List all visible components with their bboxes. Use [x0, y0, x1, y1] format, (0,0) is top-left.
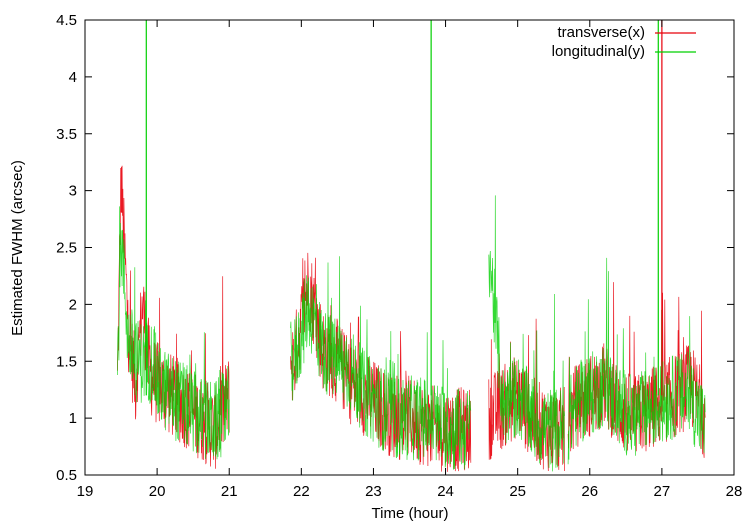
series-line-longitudinal-segment-3: [567, 257, 706, 465]
y-tick-label: 1: [69, 410, 77, 427]
series-line-longitudinal-segment-0: [117, 206, 230, 460]
x-tick-label: 25: [509, 483, 526, 500]
series-layer: [117, 20, 706, 472]
y-tick-label: 3.5: [56, 126, 77, 143]
x-tick-label: 20: [149, 483, 166, 500]
x-tick-label: 21: [221, 483, 238, 500]
y-axis-title: Estimated FWHM (arcsec): [9, 160, 26, 336]
y-tick-label: 4: [69, 69, 77, 86]
x-tick-label: 19: [77, 483, 94, 500]
axis-ticks: 19 20 21 22 23 24 25 26 27 28 0.5 1 1.5 2 2.5 3 3.5 4 4.5: [56, 12, 742, 500]
legend-label-transverse: transverse(x): [557, 24, 645, 41]
y-tick-label: 4.5: [56, 12, 77, 29]
y-tick-label: 3: [69, 183, 77, 200]
x-tick-label: 24: [437, 483, 454, 500]
x-axis-title: Time (hour): [372, 505, 449, 522]
x-tick-label: 27: [654, 483, 671, 500]
legend: transverse(x) longitudinal(y): [552, 24, 696, 60]
series-line-longitudinal-segment-2: [488, 195, 565, 472]
y-tick-label: 2.5: [56, 240, 77, 257]
x-tick-label: 28: [726, 483, 743, 500]
legend-label-longitudinal: longitudinal(y): [552, 43, 645, 60]
y-tick-label: 0.5: [56, 467, 77, 484]
y-tick-label: 1.5: [56, 353, 77, 370]
x-tick-label: 26: [581, 483, 598, 500]
x-tick-label: 22: [293, 483, 310, 500]
series-line-longitudinal-segment-1: [290, 256, 472, 470]
x-tick-label: 23: [365, 483, 382, 500]
y-tick-label: 2: [69, 296, 77, 313]
